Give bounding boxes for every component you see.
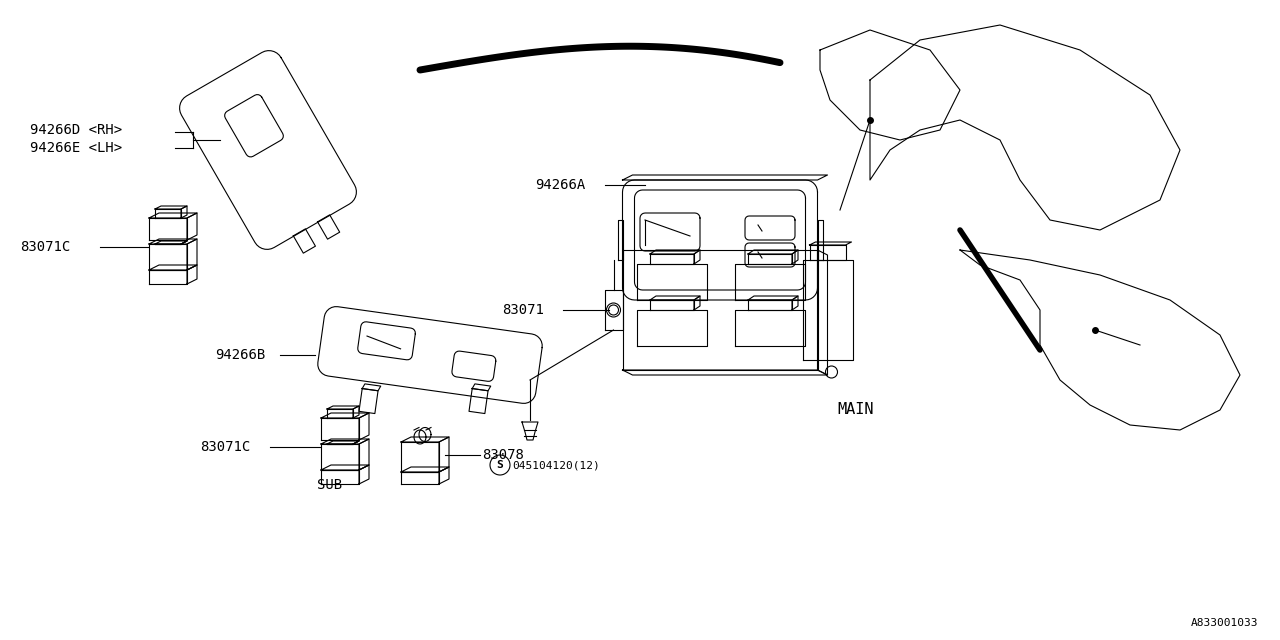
Text: 83071: 83071 bbox=[503, 303, 544, 317]
Text: 83071C: 83071C bbox=[20, 240, 70, 254]
Text: 94266A: 94266A bbox=[535, 178, 585, 192]
Text: MAIN: MAIN bbox=[837, 403, 874, 417]
Text: 94266E <LH>: 94266E <LH> bbox=[29, 141, 122, 155]
Text: 045104120(12): 045104120(12) bbox=[512, 460, 600, 470]
Text: S: S bbox=[497, 460, 503, 470]
Text: 83071C: 83071C bbox=[200, 440, 251, 454]
Text: SUB: SUB bbox=[317, 478, 343, 492]
Text: 83078: 83078 bbox=[483, 448, 524, 462]
Text: A833001033: A833001033 bbox=[1190, 618, 1258, 628]
Text: 94266B: 94266B bbox=[215, 348, 265, 362]
Text: 94266D <RH>: 94266D <RH> bbox=[29, 123, 122, 137]
